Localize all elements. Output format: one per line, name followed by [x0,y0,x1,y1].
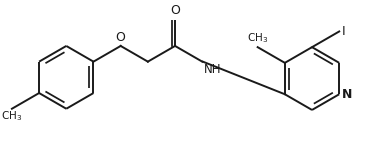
Text: NH: NH [204,63,222,76]
Text: CH$_3$: CH$_3$ [1,109,23,123]
Text: N: N [342,88,352,101]
Text: O: O [170,4,180,17]
Text: CH$_3$: CH$_3$ [247,32,268,45]
Text: I: I [342,25,345,38]
Text: O: O [116,31,126,44]
